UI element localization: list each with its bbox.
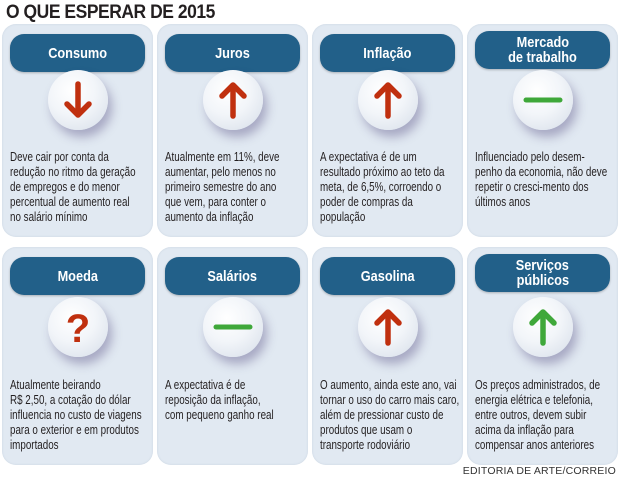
indicator-circle xyxy=(358,297,418,357)
card-title-line: Mercado xyxy=(516,34,569,51)
description-line: últimos anos xyxy=(475,195,531,209)
card-header: Juros xyxy=(165,34,300,72)
description-line: para o exterior e em produtos xyxy=(10,423,139,437)
description-line: tornar o uso do carro mais caro, xyxy=(320,393,460,407)
indicator-circle xyxy=(513,70,573,130)
indicator-circle xyxy=(203,70,263,130)
card-gasolina: Gasolina O aumento, ainda este ano, vai to… xyxy=(312,247,463,465)
card-header: Salários xyxy=(165,257,300,295)
description-line: Deve cair por conta da xyxy=(10,150,109,164)
arrow-up-icon xyxy=(374,309,402,346)
description-line: além de pressionar custo de xyxy=(320,408,444,422)
description-line: O aumento, ainda este ano, vai xyxy=(320,378,457,392)
description-line: que vem, para conter o xyxy=(165,195,267,209)
card-description: A expectativa é de reposição da inflação,… xyxy=(165,378,305,423)
description-line: aumento da inflação xyxy=(165,210,254,224)
card-header: Moeda xyxy=(10,257,145,295)
card-description: Deve cair por conta da redução no ritmo d… xyxy=(10,150,150,225)
description-line: reposição da inflação, xyxy=(165,393,261,407)
description-line: percentual de aumento real xyxy=(10,195,130,209)
card-title-line: públicos xyxy=(516,272,569,289)
card-header: Gasolina xyxy=(320,257,455,295)
indicator-circle: ? xyxy=(48,297,108,357)
card-inflacao: Inflação A expectativa é de um resultado p… xyxy=(312,24,463,237)
description-line: A expectativa é de um xyxy=(320,150,417,164)
description-line: primeiro semestre do ano xyxy=(165,180,277,194)
description-line: meta, de 6,5%, corroendo o xyxy=(320,180,442,194)
card-title-line: de trabalho xyxy=(508,49,577,66)
description-line: resultado próximo ao teto da xyxy=(320,165,445,179)
question-icon: ? xyxy=(66,307,90,351)
card-salarios: Salários A expectativa é de reposição da i… xyxy=(157,247,308,465)
card-description: Atualmente beirando R$ 2,50, a cotação do… xyxy=(10,378,150,453)
description-line: no salário mínimo xyxy=(10,210,88,224)
card-moeda: Moeda? Atualmente beirando R$ 2,50, a cota… xyxy=(2,247,153,465)
card-header: Serviços públicos xyxy=(475,254,610,292)
svg-text:?: ? xyxy=(66,307,90,351)
description-line: produtos que usam o xyxy=(320,423,413,437)
description-line: entre outros, devem subir xyxy=(475,408,587,422)
card-description: Os preços administrados, de energia elétr… xyxy=(475,378,615,453)
credit: EDITORIA DE ARTE/CORREIO xyxy=(462,465,616,477)
description-line: importados xyxy=(10,438,59,452)
description-line: de empregos e do menor xyxy=(10,180,120,194)
description-line: transporte rodoviário xyxy=(320,438,411,452)
card-description: A expectativa é de um resultado próximo a… xyxy=(320,150,460,225)
card-juros: Juros Atualmente em 11%, deve aumentar, pe… xyxy=(157,24,308,237)
indicator-circle xyxy=(48,70,108,130)
card-title-line: Moeda xyxy=(57,267,98,285)
card-title-line: Gasolina xyxy=(360,267,415,285)
description-line: Atualmente beirando xyxy=(10,378,101,392)
card-header: Mercado de trabalho xyxy=(475,31,610,69)
description-line: repetir o cresci-mento dos xyxy=(475,180,589,194)
card-title-line: Juros xyxy=(215,44,250,62)
card-title-line: Salários xyxy=(207,267,258,285)
description-line: penho da economia, não deve xyxy=(475,165,608,179)
description-line: influencia no custo de viagens xyxy=(10,408,142,422)
indicator-circle xyxy=(358,70,418,130)
dash-icon xyxy=(523,97,563,103)
page-title: O QUE ESPERAR DE 2015 xyxy=(6,2,215,23)
card-title-line: Serviços xyxy=(515,257,570,274)
arrow-up-icon xyxy=(219,82,247,119)
description-line: Influenciado pelo desem- xyxy=(475,150,585,164)
description-line: Atualmente em 11%, deve xyxy=(165,150,280,164)
arrow-up-icon xyxy=(374,82,402,119)
card-description: O aumento, ainda este ano, vai tornar o u… xyxy=(320,378,460,453)
description-line: acima da inflação para xyxy=(475,423,574,437)
card-header: Inflação xyxy=(320,34,455,72)
description-line: A expectativa é de xyxy=(165,378,246,392)
card-title-line: Inflação xyxy=(363,44,412,62)
description-line: aumentar, pelo menos no xyxy=(165,165,276,179)
indicator-circle xyxy=(513,297,573,357)
card-title-line: Consumo xyxy=(48,44,107,62)
description-line: Os preços administrados, de xyxy=(475,378,601,392)
card-description: Atualmente em 11%, deve aumentar, pelo me… xyxy=(165,150,305,225)
card-consumo: Consumo Deve cair por conta da redução no … xyxy=(2,24,153,237)
arrow-up-icon xyxy=(529,309,557,346)
card-header: Consumo xyxy=(10,34,145,72)
card-description: Influenciado pelo desem-penho da economi… xyxy=(475,150,615,210)
description-line: compensar anos anteriores xyxy=(475,438,595,452)
description-line: energia elétrica e telefonia, xyxy=(475,393,593,407)
description-line: poder de compras da xyxy=(320,195,413,209)
description-line: com pequeno ganho real xyxy=(165,408,274,422)
indicator-circle xyxy=(203,297,263,357)
card-servicos-publicos: Serviços públicos Os preços administrados,… xyxy=(467,247,618,465)
description-line: redução no ritmo da geração xyxy=(10,165,136,179)
description-line: população xyxy=(320,210,366,224)
description-line: R$ 2,50, a cotação do dólar xyxy=(10,393,131,407)
card-mercado-de-trabalho: Mercado de trabalho Influenciado pelo dese… xyxy=(467,24,618,237)
dash-icon xyxy=(213,324,253,330)
arrow-down-icon xyxy=(64,81,92,118)
